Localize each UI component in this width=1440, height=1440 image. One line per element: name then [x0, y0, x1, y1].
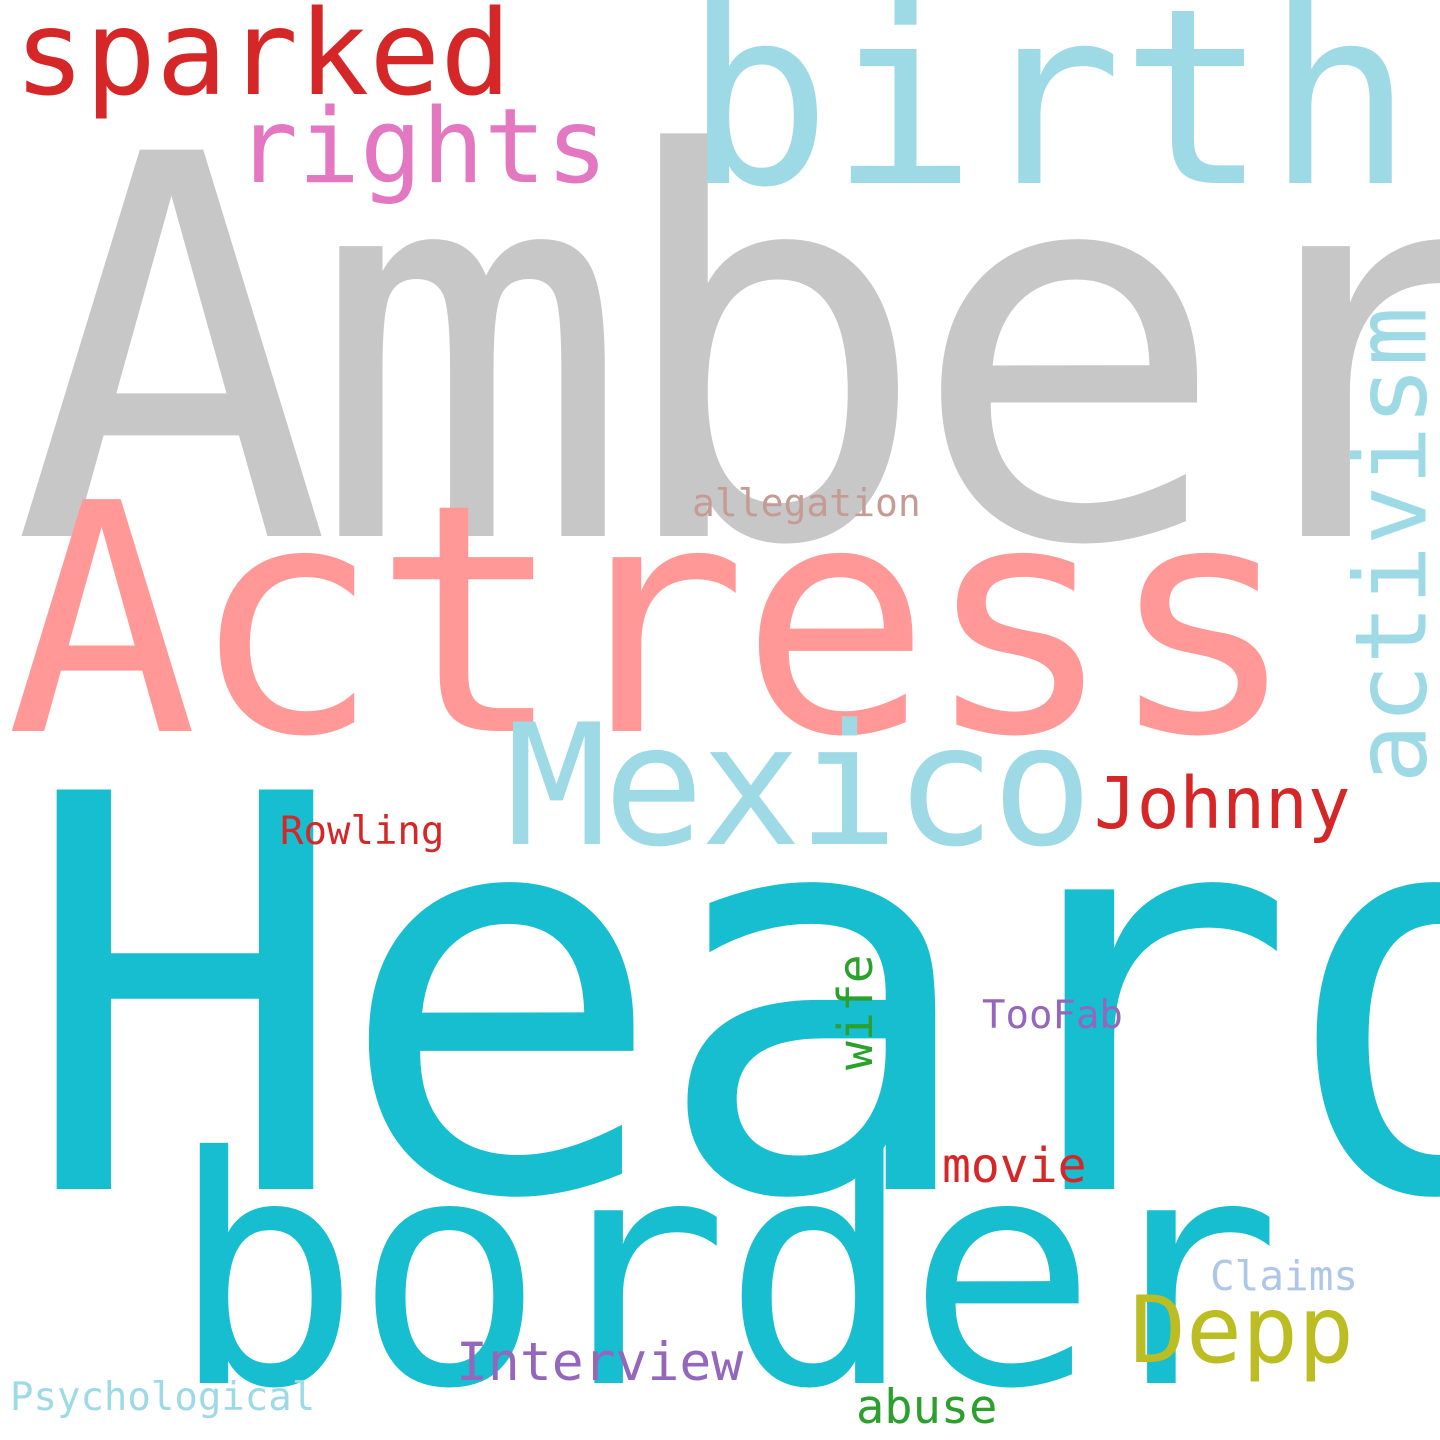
word-rights: rights: [236, 96, 608, 199]
word-allegation: allegation: [692, 484, 921, 522]
word-psychological: Psychological: [10, 1378, 315, 1417]
word-rowling: Rowling: [280, 812, 444, 851]
word-wife: wife: [832, 938, 880, 1070]
word-movie: movie: [942, 1142, 1087, 1190]
word-interview: Interview: [456, 1336, 743, 1389]
word-activism: activism: [1343, 224, 1440, 784]
word-abuse: abuse: [856, 1384, 997, 1431]
word-claims: Claims: [1210, 1256, 1358, 1297]
word-johnny: Johnny: [1094, 768, 1350, 839]
word-birth: birth: [684, 0, 1412, 221]
word-toofab: TooFab: [982, 996, 1123, 1035]
word-mexico: Mexico: [506, 702, 1089, 870]
